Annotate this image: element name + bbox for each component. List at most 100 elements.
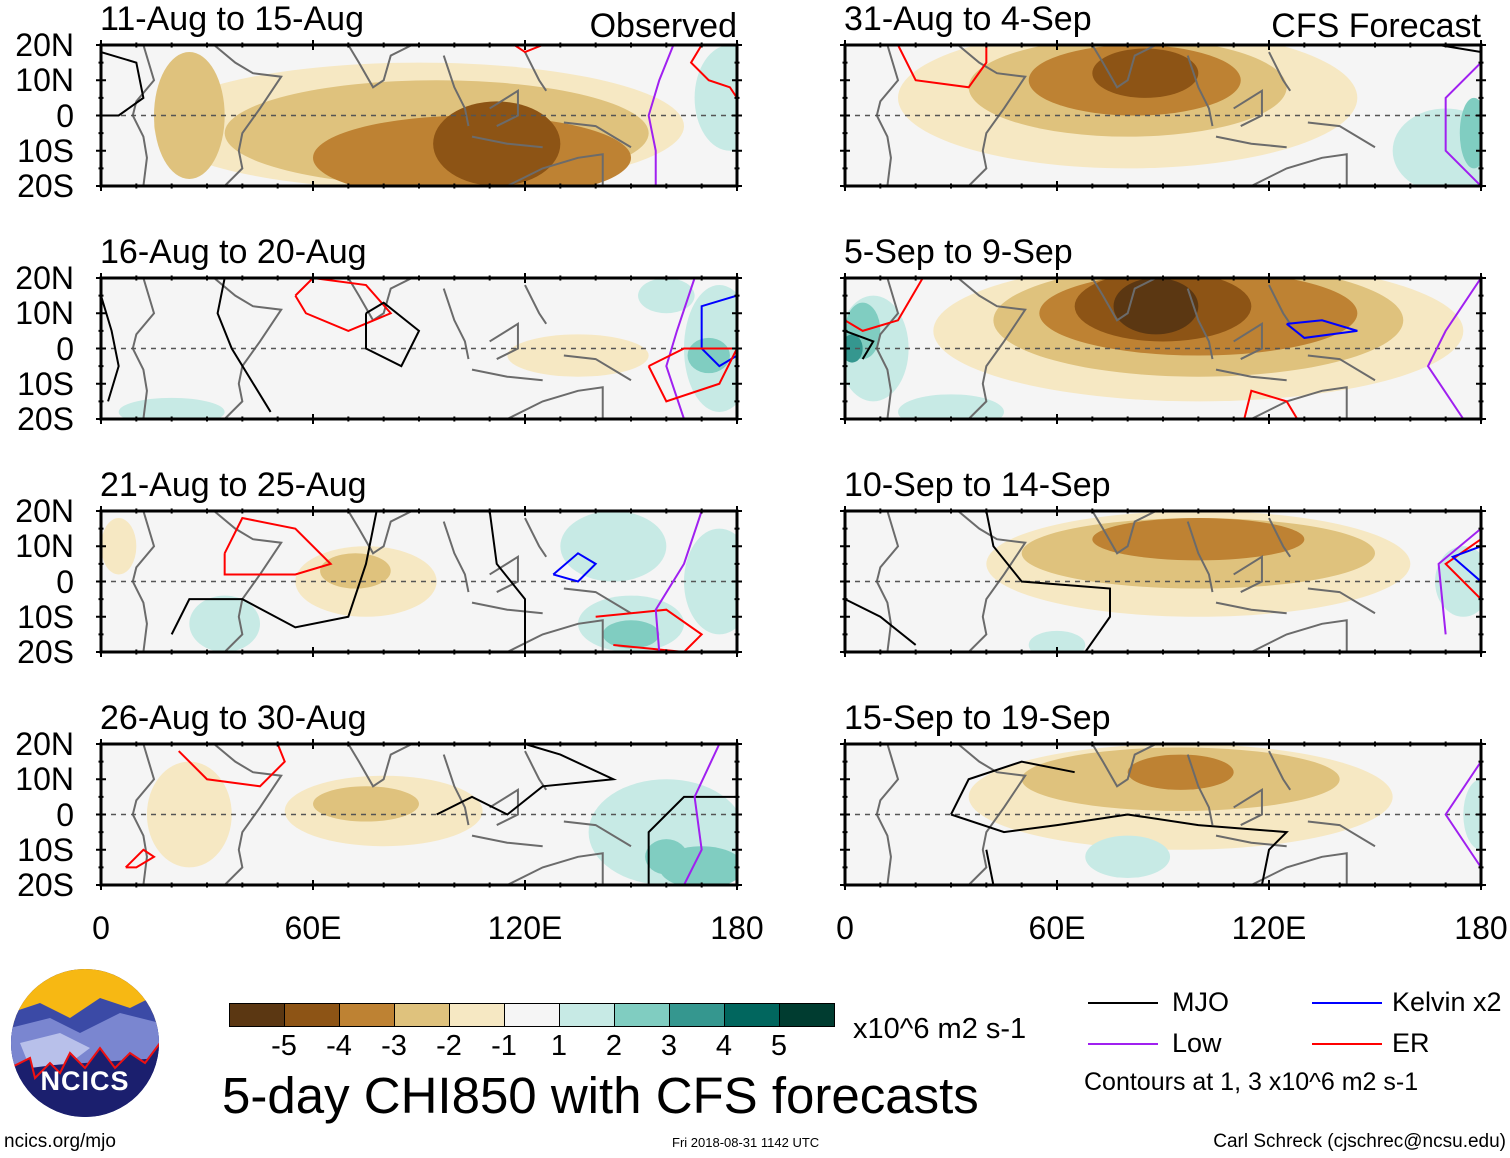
contour-line bbox=[897, 45, 988, 89]
coastline bbox=[442, 55, 470, 127]
lat-label: 20S bbox=[17, 168, 74, 204]
coastline bbox=[1250, 852, 1348, 885]
lon-label: 0 bbox=[92, 910, 110, 946]
ncics-logo: NCICS bbox=[10, 968, 160, 1118]
map-panel bbox=[840, 739, 1486, 890]
contour-line bbox=[845, 278, 924, 332]
lat-label: 10S bbox=[17, 831, 74, 868]
contour-line bbox=[647, 347, 737, 403]
chi-anomaly-region bbox=[645, 839, 688, 875]
lat-label: 20S bbox=[17, 401, 74, 437]
coastline bbox=[1268, 51, 1292, 92]
contour-line bbox=[223, 516, 333, 576]
colorbar-label: 5 bbox=[770, 1030, 788, 1062]
colorbar-label: -1 bbox=[491, 1030, 517, 1062]
coastline bbox=[1307, 587, 1376, 615]
panel-title: 26-Aug to 30-Aug bbox=[100, 699, 367, 737]
logo-text: NCICS bbox=[40, 1066, 130, 1096]
colorbar-swatch bbox=[394, 1003, 449, 1027]
lat-label: 10N bbox=[15, 761, 74, 798]
coastline bbox=[563, 121, 632, 149]
contour-line bbox=[170, 511, 378, 635]
coastline bbox=[213, 278, 283, 419]
footer-timestamp: Fri 2018-08-31 1142 UTC bbox=[672, 1135, 820, 1150]
lon-label: 60E bbox=[284, 910, 342, 946]
coastline bbox=[1186, 521, 1214, 593]
contour-line bbox=[101, 295, 120, 402]
coastline bbox=[347, 278, 413, 322]
lat-label: 0 bbox=[56, 330, 74, 367]
contour-line bbox=[683, 744, 721, 885]
coastline bbox=[213, 45, 283, 186]
contour-line bbox=[647, 45, 675, 186]
contour-line bbox=[294, 278, 393, 332]
chi-anomaly-region bbox=[684, 528, 737, 635]
colorbar-units: x10^6 m2 s-1 bbox=[853, 1013, 1027, 1045]
coastline bbox=[1268, 284, 1292, 325]
lon-label: 0 bbox=[836, 910, 854, 946]
lat-label: 0 bbox=[56, 563, 74, 600]
panel-tag: CFS Forecast bbox=[1271, 7, 1481, 45]
contour-line bbox=[689, 45, 737, 99]
coastline bbox=[1186, 55, 1214, 127]
coastline bbox=[1250, 619, 1348, 652]
footer-url[interactable]: ncics.org/mjo bbox=[4, 1131, 116, 1152]
lat-label: 20N bbox=[15, 726, 74, 762]
coastline bbox=[506, 619, 604, 652]
coastline bbox=[524, 750, 548, 791]
chi-anomaly-region bbox=[602, 620, 660, 649]
coastline bbox=[957, 744, 1027, 885]
coastline bbox=[1268, 517, 1292, 558]
contour-line bbox=[552, 552, 598, 583]
coastline bbox=[471, 601, 543, 615]
chi-anomaly-region bbox=[507, 334, 649, 377]
contour-line bbox=[950, 813, 1289, 885]
coastline bbox=[1307, 121, 1376, 149]
coastline bbox=[489, 89, 519, 127]
contour-line bbox=[845, 598, 917, 646]
contour-line bbox=[647, 795, 737, 885]
coastline bbox=[506, 386, 604, 419]
coastline bbox=[489, 322, 519, 360]
coastline bbox=[347, 45, 413, 89]
coastline bbox=[489, 555, 519, 593]
contour-line bbox=[1243, 389, 1299, 419]
map-panel bbox=[96, 506, 742, 657]
chi-anomaly-region bbox=[1463, 779, 1481, 850]
coastline bbox=[1186, 288, 1214, 360]
coastline bbox=[471, 135, 543, 149]
contour-line bbox=[1444, 761, 1481, 868]
contour-line bbox=[845, 329, 875, 360]
chi-anomaly-region bbox=[1127, 754, 1234, 790]
contour-line bbox=[665, 278, 696, 419]
colorbar-label: 1 bbox=[550, 1030, 568, 1062]
chi-anomaly-region bbox=[1459, 97, 1481, 169]
chi-anomaly-region bbox=[638, 278, 695, 314]
colorbar-label: -4 bbox=[326, 1030, 352, 1062]
coastline bbox=[1091, 511, 1157, 555]
panel-title: 16-Aug to 20-Aug bbox=[100, 233, 367, 271]
contour-line bbox=[436, 744, 618, 816]
coastline bbox=[1091, 744, 1157, 788]
coastline bbox=[506, 153, 604, 186]
panel-title: 5-Sep to 9-Sep bbox=[844, 233, 1073, 271]
footer-author: Carl Schreck (cjschrec@ncsu.edu) bbox=[1213, 1131, 1506, 1152]
coastline bbox=[1091, 45, 1157, 89]
chi-anomaly-region bbox=[320, 553, 391, 589]
contour-line bbox=[1444, 61, 1481, 186]
lat-label: 10S bbox=[17, 132, 74, 169]
coastline bbox=[957, 278, 1027, 419]
colorbar-label: -5 bbox=[271, 1030, 297, 1062]
chi-anomaly-region bbox=[146, 761, 232, 868]
contour-line bbox=[595, 608, 704, 652]
chi-anomaly-region bbox=[1092, 518, 1305, 561]
coastline bbox=[1307, 354, 1376, 382]
legend-mjo-label: MJO bbox=[1172, 987, 1229, 1017]
contour-line bbox=[216, 278, 272, 413]
legend-low-label: Low bbox=[1172, 1028, 1222, 1058]
chi-anomaly-region bbox=[1085, 835, 1171, 878]
lat-label: 10N bbox=[15, 295, 74, 332]
contour-line bbox=[488, 511, 526, 652]
map-panel bbox=[96, 739, 742, 890]
contour-line bbox=[125, 848, 156, 869]
